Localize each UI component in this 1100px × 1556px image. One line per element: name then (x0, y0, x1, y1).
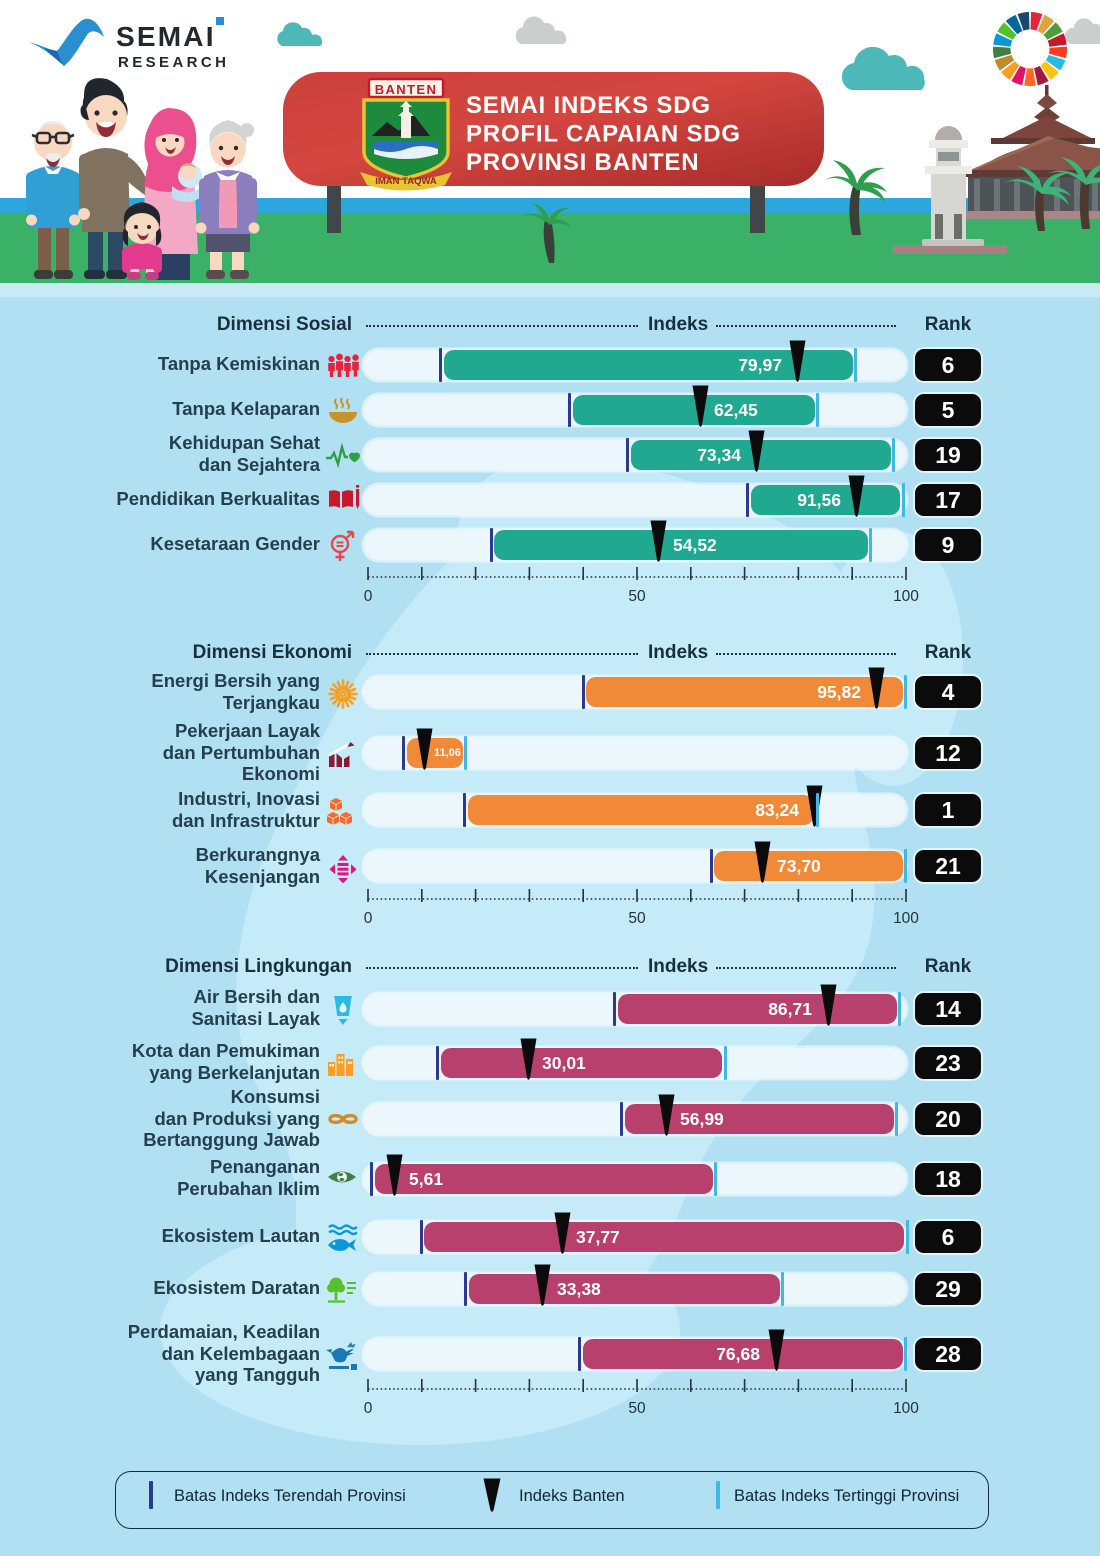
svg-text:RESEARCH: RESEARCH (118, 54, 229, 71)
svg-text:PROFIL CAPAIAN SDG: PROFIL CAPAIAN SDG (466, 121, 741, 148)
svg-text:BANTEN: BANTEN (375, 82, 438, 97)
svg-text:PROVINSI BANTEN: PROVINSI BANTEN (466, 149, 699, 176)
svg-text:SEMAI: SEMAI (116, 21, 216, 52)
svg-text:SEMAI INDEKS SDG: SEMAI INDEKS SDG (466, 92, 711, 119)
svg-text:IMAN TAQWA: IMAN TAQWA (375, 176, 437, 187)
